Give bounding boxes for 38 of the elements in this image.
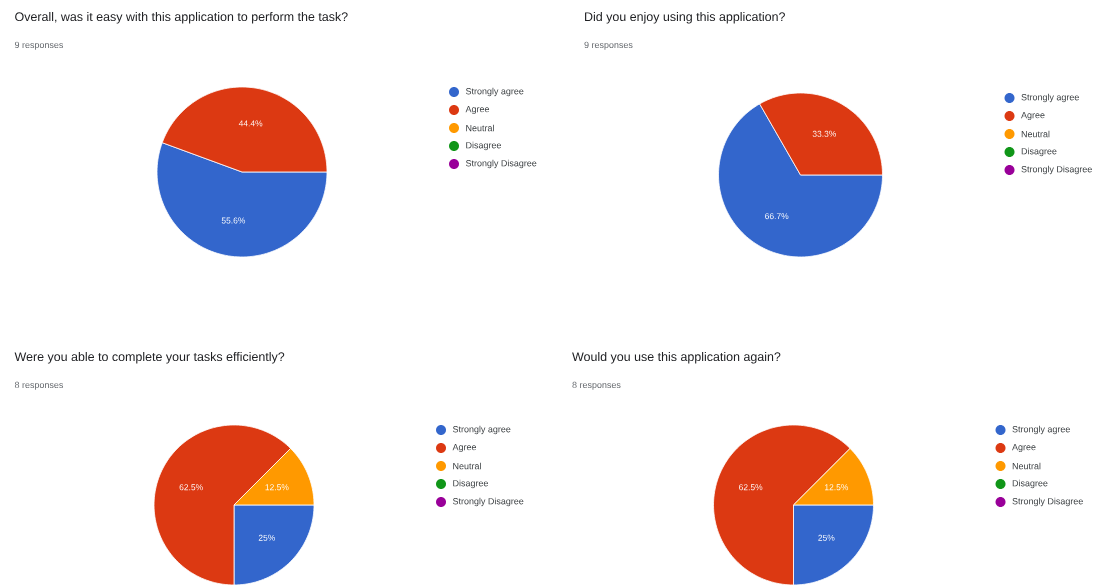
data-label: 33.3% — [812, 130, 837, 137]
legend-label: Agree — [1021, 111, 1045, 120]
legend-label: Neutral — [1021, 130, 1050, 138]
text: 9 responses — [14, 41, 64, 50]
legend-label: Neutral — [453, 462, 481, 470]
legend-label: Agree — [452, 443, 477, 452]
chart-title: Overall, was it easy with this application to perform the task? — [15, 11, 348, 24]
legend-label: Strongly agree — [452, 425, 511, 435]
text: 8 responses — [572, 381, 621, 390]
legend-label: Strongly Disagree — [1012, 497, 1083, 507]
data-label: 44.4% — [238, 120, 263, 127]
legend-label: Disagree — [453, 479, 489, 489]
legend-label: Disagree — [1021, 147, 1057, 157]
legend-label: Strongly Disagree — [1021, 165, 1092, 175]
legend-label: Disagree — [466, 141, 502, 151]
data-label: 25% — [258, 534, 275, 541]
legend-label: Strongly Disagree — [465, 159, 537, 169]
legend-label: Strongly agree — [1021, 93, 1079, 103]
data-label: 55.6% — [221, 217, 246, 224]
legend-label: Neutral — [466, 124, 494, 132]
data-label: 62.5% — [179, 484, 203, 491]
data-label: 12.5% — [265, 484, 289, 491]
legend-label: Strongly agree — [1012, 425, 1070, 435]
legend-label: Agree — [465, 105, 490, 114]
text: 8 responses — [14, 381, 64, 390]
chart-title: Would you use this application again? — [572, 351, 781, 364]
text: 9 responses — [584, 41, 633, 50]
chart-title: Were you able to complete your tasks efficiently? — [14, 351, 285, 364]
legend-label: Neutral — [1012, 462, 1041, 470]
data-label: 12.5% — [825, 484, 849, 491]
legend-label: Strongly agree — [465, 87, 524, 97]
legend-label: Strongly Disagree — [452, 497, 524, 507]
legend-label: Agree — [1012, 443, 1036, 452]
chart-title: Did you enjoy using this application? — [585, 11, 785, 24]
data-label: 25% — [818, 534, 835, 541]
data-label: 66.7% — [765, 213, 789, 220]
data-label: 62.5% — [739, 484, 763, 491]
legend-label: Disagree — [1012, 479, 1048, 489]
